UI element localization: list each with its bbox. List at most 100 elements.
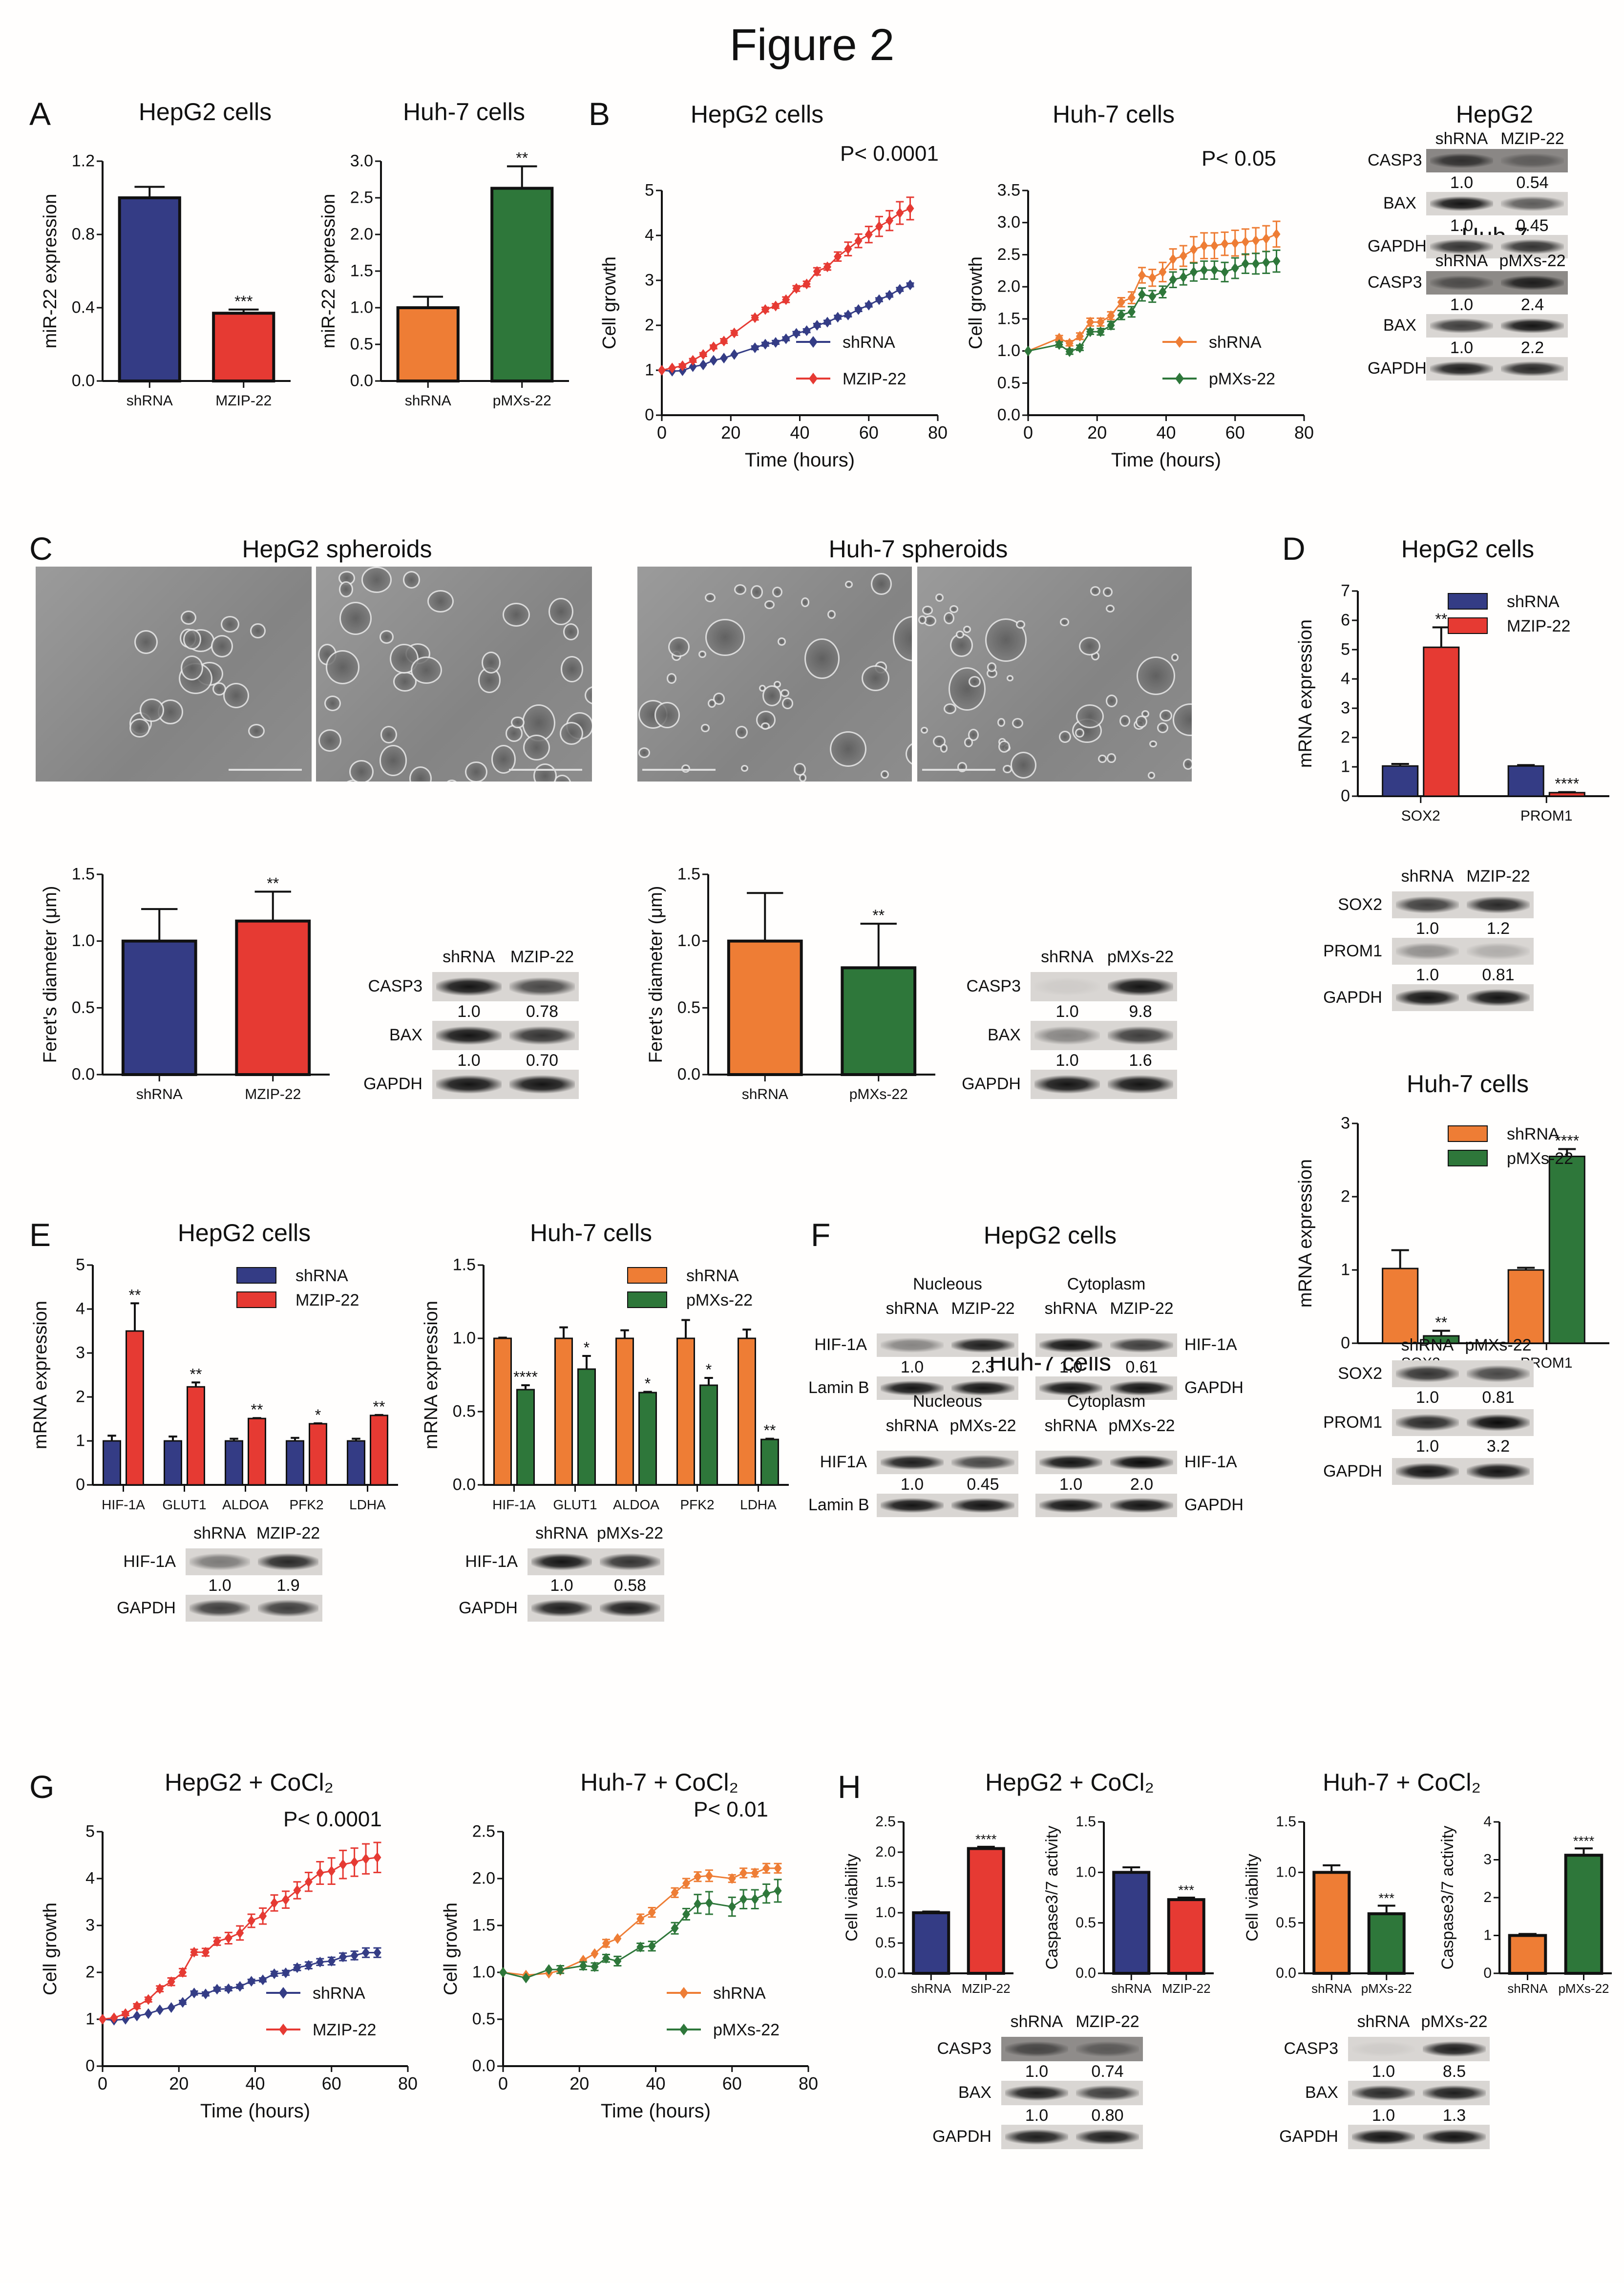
spheroid [221, 615, 240, 633]
blot-band-strip [1426, 192, 1568, 215]
y-axis-label: mRNA expression [1295, 619, 1316, 768]
data-point-diamond [179, 1967, 187, 1978]
blot-band-strip [1035, 1451, 1177, 1474]
significance-marker: ** [872, 907, 885, 924]
scale-bar [642, 769, 716, 771]
blot-band-strip [1035, 1333, 1177, 1357]
data-point-diamond [1117, 309, 1125, 320]
x-tick-label: 80 [1294, 423, 1314, 443]
y-tick-label: 0.5 [72, 998, 95, 1017]
x-tick-label: 20 [169, 2073, 189, 2093]
scale-bar [922, 769, 995, 771]
data-point-diamond [730, 327, 738, 338]
blot-band-strip [1426, 149, 1568, 172]
blot-protein-label: GAPDH [1323, 988, 1382, 1007]
blot-lane-label: MZIP-22 [256, 1524, 320, 1543]
data-point-diamond [121, 2014, 129, 2025]
bar [1423, 646, 1460, 797]
panel-e-title-hepg2: HepG2 cells [177, 1219, 311, 1247]
bar [967, 1847, 1005, 1975]
y-tick-label: 1.0 [350, 298, 373, 317]
y-tick-label: 0 [76, 1476, 85, 1494]
blot-band [1108, 1021, 1173, 1050]
spheroid [563, 623, 579, 640]
spheroid [1016, 620, 1025, 629]
spheroid [705, 619, 745, 656]
data-point-diamond [1179, 251, 1187, 262]
y-tick-label: 0.0 [453, 1476, 476, 1494]
spheroid [465, 761, 487, 782]
x-tick-label: 0 [657, 423, 667, 443]
blot-band [436, 1021, 502, 1050]
spheroid [548, 598, 573, 626]
x-category-label: pMXs-22 [849, 1086, 908, 1102]
y-axis-label: Caspase3/7 activity [1043, 1826, 1061, 1970]
x-category-label: ALDOA [222, 1497, 269, 1512]
x-category-label: MZIP-22 [245, 1086, 301, 1102]
spheroid [1148, 771, 1156, 779]
x-category-label: shRNA [136, 1086, 183, 1102]
data-point-diamond [705, 1870, 713, 1881]
spheroid [862, 665, 889, 692]
spheroid [968, 676, 981, 687]
blot-band [1467, 1409, 1530, 1436]
y-tick-label: 2 [1483, 1889, 1492, 1905]
spheroid [223, 683, 249, 708]
data-point-diamond [875, 221, 883, 232]
bar [912, 1911, 950, 1975]
y-tick-label: 4 [1483, 1814, 1492, 1830]
y-axis-label: Caspase3/7 activity [1438, 1826, 1457, 1970]
blot-lane-label: shRNA [1435, 129, 1488, 148]
chart-body: 0 1 2 3 4 Caspase3/7 activity shRNA pMXs-22 **** [1438, 1814, 1612, 1996]
bar [212, 312, 275, 382]
blot-quantification-value: 1.0 [1055, 1051, 1079, 1070]
bar [309, 1423, 327, 1486]
data-point-diamond [1241, 236, 1249, 248]
spheroid [772, 586, 783, 597]
y-tick-label: 0.0 [350, 372, 373, 390]
blot-lane-label: pMXs-22 [596, 1524, 664, 1543]
spheroid [987, 662, 997, 672]
blot-protein-label: CASP3 [1284, 2039, 1339, 2058]
blot-band [1396, 1409, 1459, 1436]
y-tick-label: 1 [1341, 758, 1350, 776]
spheroid [638, 747, 651, 759]
significance-marker: * [706, 1361, 712, 1378]
blot-protein-label: GAPDH [459, 1598, 518, 1617]
bar [118, 196, 181, 382]
y-tick-label: 4 [645, 226, 654, 245]
y-tick-label: 0.5 [350, 335, 373, 354]
blot-quantification-value: 1.9 [276, 1576, 300, 1595]
blot-protein-label: GAPDH [1184, 1378, 1244, 1397]
data-point-diamond [1200, 264, 1208, 275]
blot-fraction-label: Cytoplasm [1067, 1275, 1146, 1293]
y-tick-label: 0.0 [1276, 1965, 1296, 1981]
blot-quantification-value: 0.45 [967, 1475, 999, 1494]
blot-band-strip [1348, 2125, 1490, 2149]
blot-protein-label: GAPDH [1368, 359, 1427, 378]
spheroid [1011, 752, 1037, 779]
data-point-diamond [213, 1984, 221, 1995]
panel-b-title-hepg2: HepG2 cells [690, 101, 824, 128]
y-tick-label: 0.0 [72, 1065, 95, 1084]
blot-lane-label: shRNA [443, 948, 495, 966]
data-point-diamond [247, 1976, 255, 1987]
data-point-diamond [1241, 258, 1249, 269]
spheroid [955, 630, 965, 638]
y-tick-label: 0.4 [72, 298, 95, 317]
data-point-diamond [293, 1962, 301, 1973]
legend-label: shRNA [1507, 1125, 1560, 1143]
y-tick-label: 0.0 [1076, 1965, 1096, 1981]
blot-protein-label: GAPDH [117, 1598, 176, 1617]
y-axis-label: Cell growth [966, 256, 986, 349]
data-point-diamond [247, 1915, 255, 1926]
data-point-diamond [689, 355, 697, 366]
legend-swatch [1448, 1125, 1488, 1142]
y-tick-label: 3 [1483, 1852, 1492, 1868]
blot-quantification-value: 1.0 [208, 1576, 232, 1595]
data-point-diamond [350, 1857, 359, 1868]
data-point-diamond [762, 1888, 771, 1899]
y-tick-label: 3.5 [997, 181, 1020, 200]
blot-quantification-value: 0.81 [1482, 966, 1515, 984]
data-point-diamond [167, 2002, 175, 2013]
